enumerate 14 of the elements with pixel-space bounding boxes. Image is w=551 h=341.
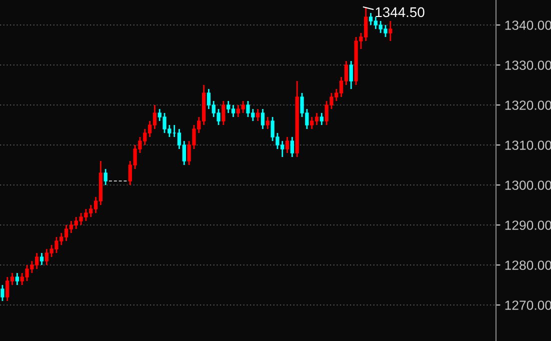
candlestick — [256, 108, 260, 122]
candlestick — [388, 20, 392, 42]
candlestick — [104, 168, 108, 186]
candlestick — [222, 100, 226, 126]
candlestick — [349, 60, 353, 90]
candlestick — [260, 108, 265, 130]
candlestick — [290, 136, 294, 158]
candlestick — [320, 112, 324, 126]
candlestick — [40, 252, 44, 266]
candlestick — [15, 272, 20, 286]
candlestick — [285, 136, 290, 154]
annotation: 1344.50 — [376, 7, 424, 18]
candlestick — [266, 116, 270, 130]
candlestick — [0, 284, 4, 302]
